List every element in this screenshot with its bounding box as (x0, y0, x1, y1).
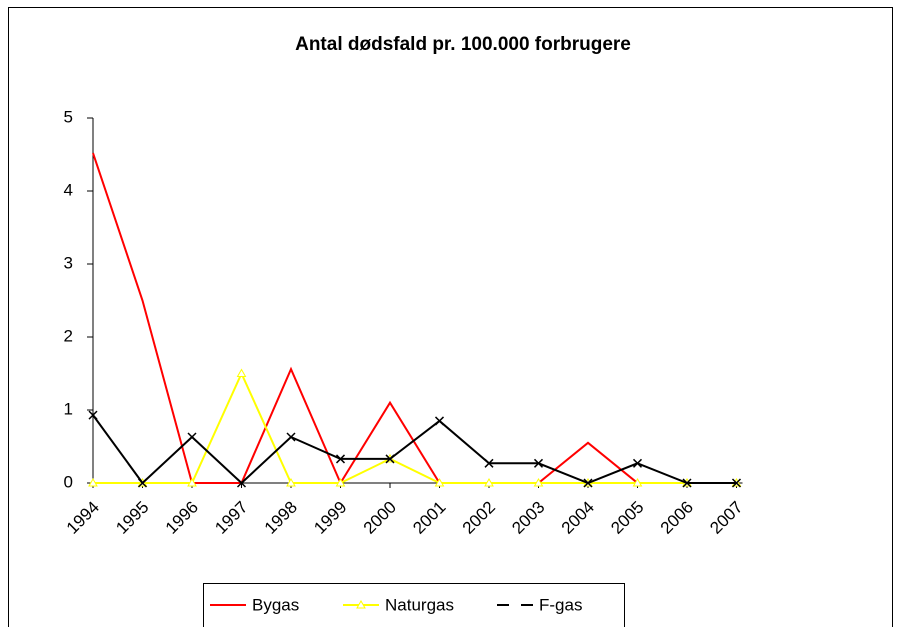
marker (632, 477, 643, 487)
y-tick-label: 3 (64, 253, 73, 272)
marker (533, 458, 544, 468)
chart-frame (8, 7, 893, 627)
marker (335, 454, 346, 464)
marker (583, 478, 593, 488)
y-tick-label: 5 (64, 107, 73, 126)
legend-label: F-gas (539, 595, 582, 614)
marker (356, 599, 366, 609)
marker (484, 477, 494, 487)
legend (203, 583, 625, 627)
marker (187, 432, 197, 442)
marker (335, 477, 346, 487)
marker (88, 477, 98, 487)
marker (88, 410, 98, 420)
y-tick-label: 2 (64, 326, 73, 345)
marker (434, 416, 445, 426)
y-tick-label: 0 (64, 472, 73, 491)
y-tick-label: 1 (64, 399, 73, 418)
marker (682, 478, 692, 488)
marker (236, 478, 247, 488)
marker (484, 458, 494, 468)
chart-title: Antal dødsfald pr. 100.000 forbrugere (295, 34, 631, 55)
marker (434, 477, 445, 487)
legend-label: Bygas (252, 595, 299, 614)
marker (137, 478, 148, 488)
marker (187, 477, 197, 487)
y-tick-label: 4 (64, 180, 73, 199)
marker (533, 477, 544, 487)
marker (632, 458, 643, 468)
series-line (93, 371, 737, 484)
legend-label: Naturgas (385, 595, 454, 614)
marker (286, 477, 296, 487)
marker (286, 432, 296, 442)
series-line (92, 414, 737, 485)
marker (385, 454, 395, 464)
marker (236, 368, 247, 377)
marker (731, 478, 742, 488)
series-line (92, 152, 737, 486)
